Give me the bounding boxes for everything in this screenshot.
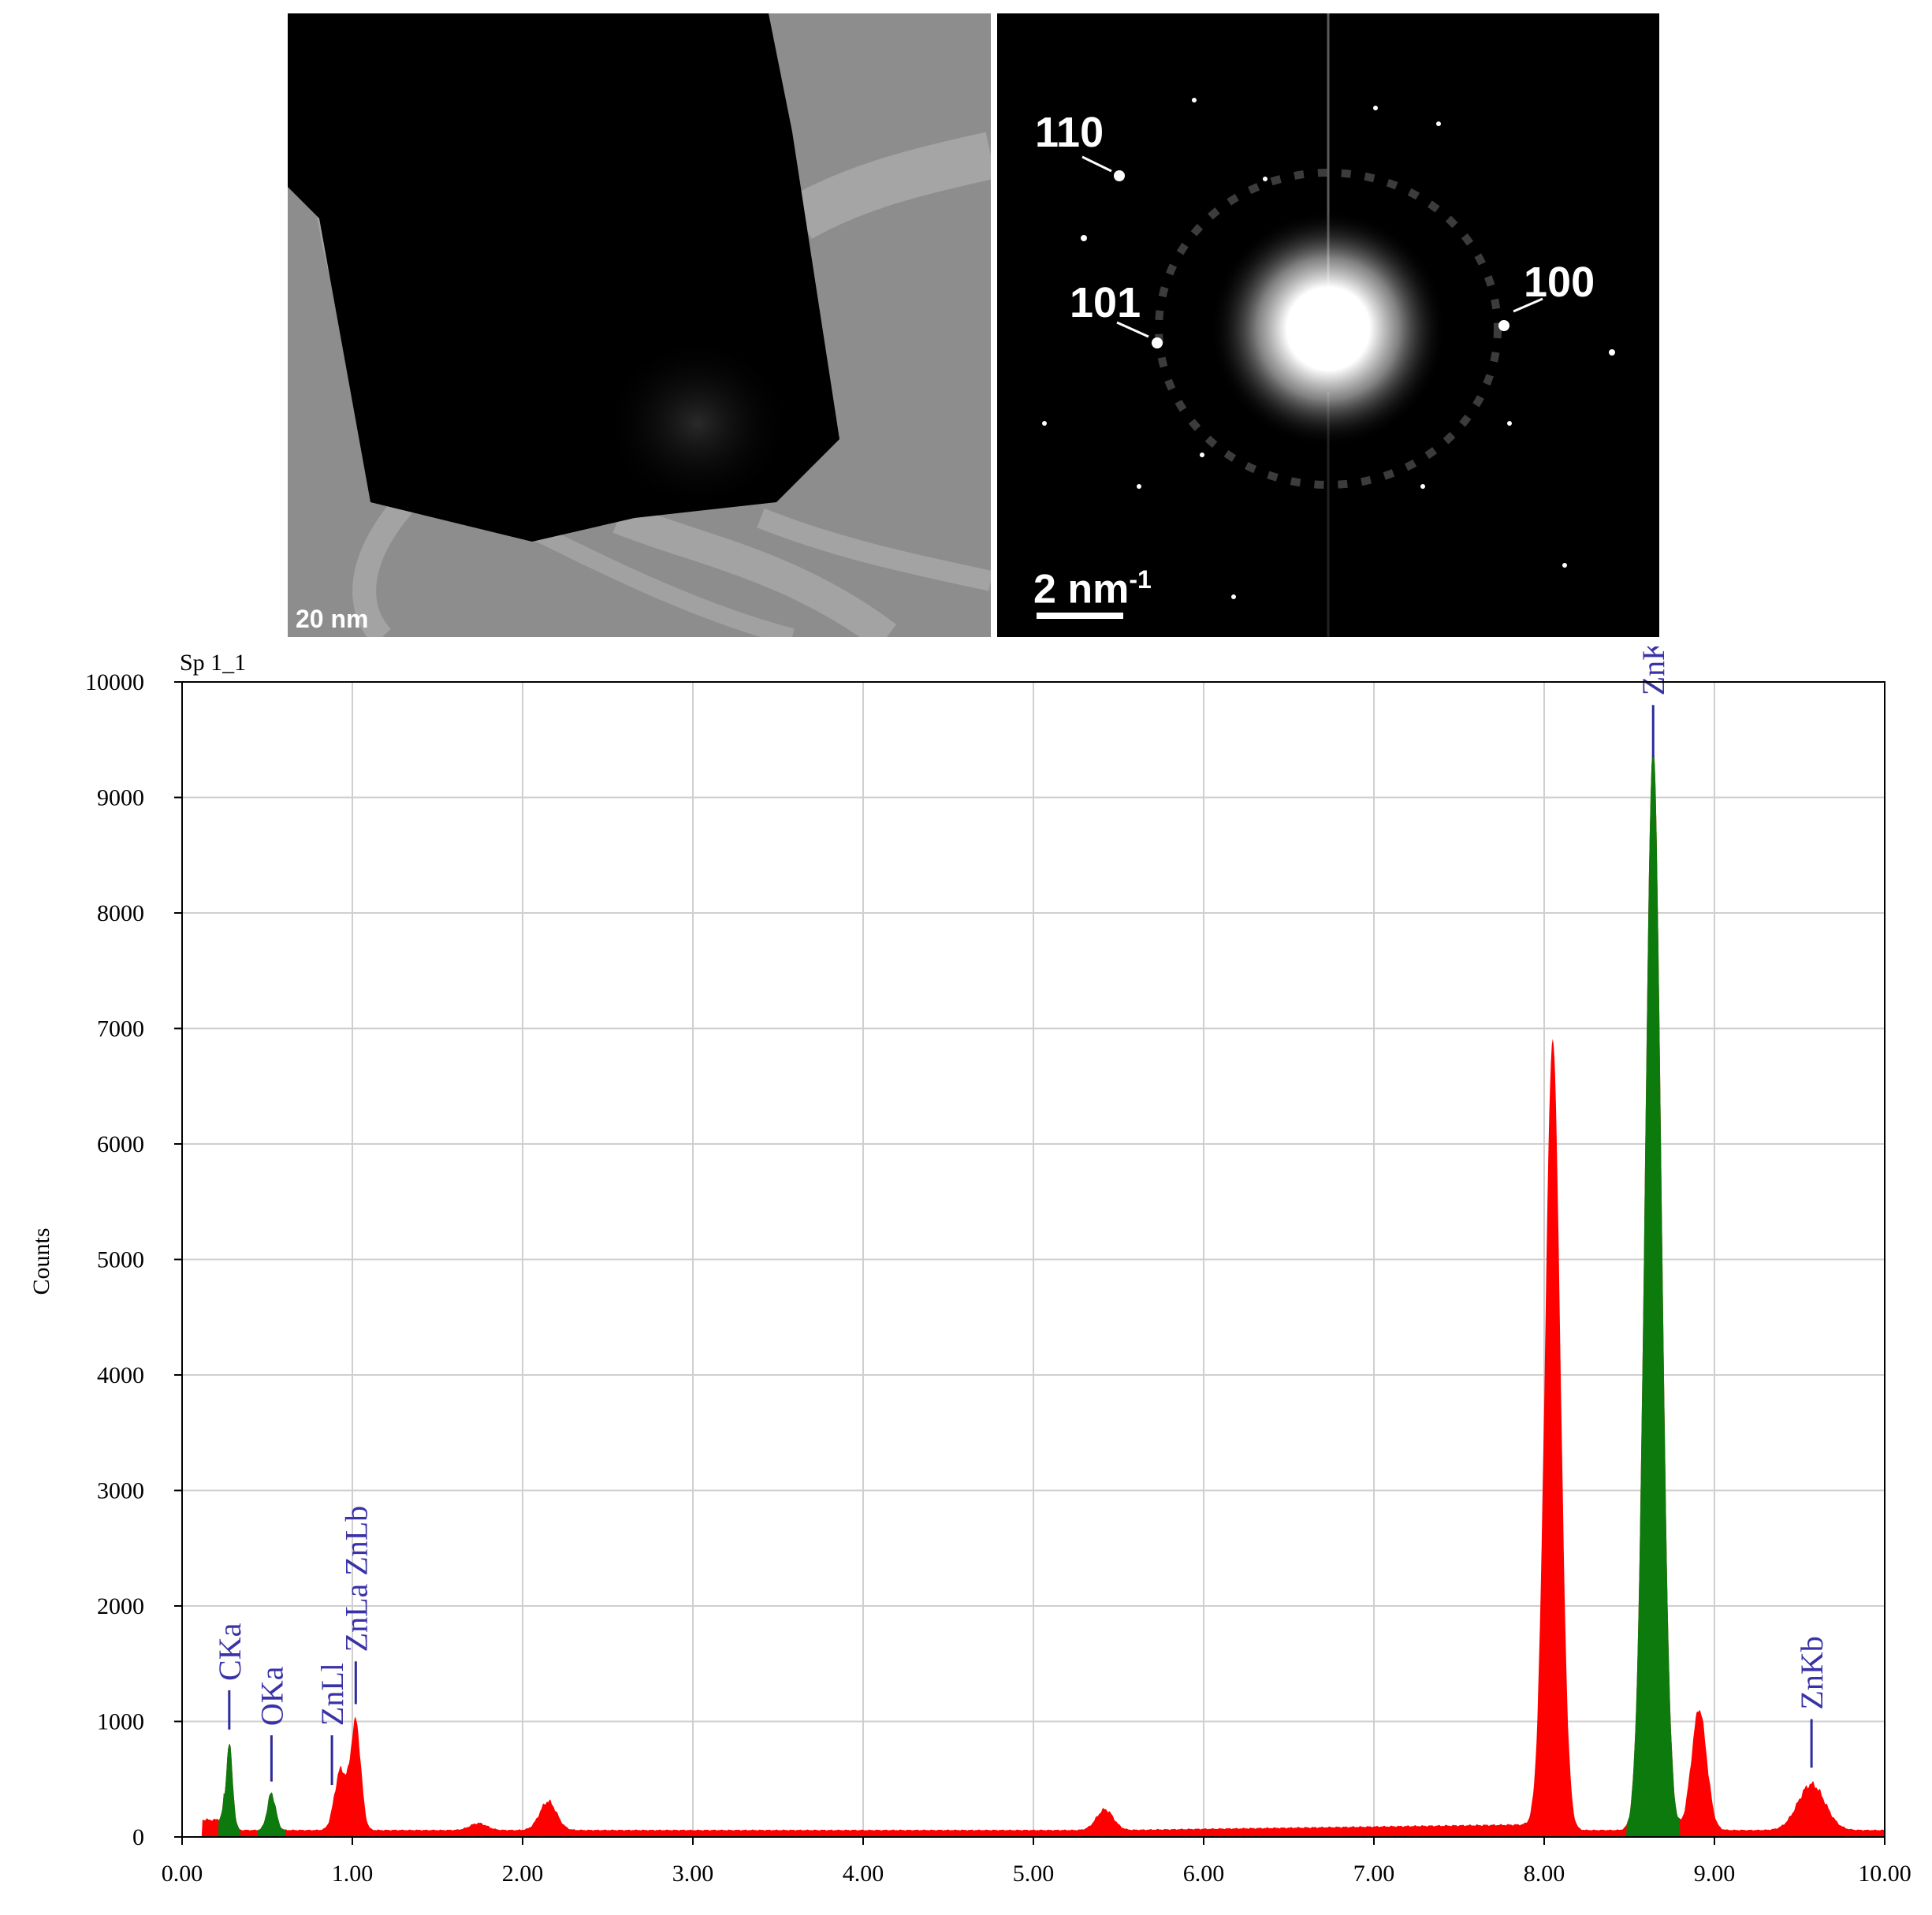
x-tick-label: 1.00 <box>332 1861 374 1887</box>
line-marker-label: ZnKa <box>1636 646 1671 695</box>
y-tick-label: 8000 <box>97 900 144 926</box>
y-tick-label: 0 <box>132 1824 144 1850</box>
x-tick-label: 0.00 <box>162 1861 203 1887</box>
line-marker-label: ZnLa ZnLb <box>338 1506 374 1652</box>
y-tick-label: 3000 <box>97 1478 144 1504</box>
line-marker-label: OKa <box>254 1666 289 1726</box>
spectrum-area-red <box>199 747 1885 1837</box>
line-marker-label: ZnKb <box>1794 1636 1830 1709</box>
tem-micrograph <box>288 13 991 637</box>
line-marker-label: ZnLl <box>315 1663 350 1726</box>
y-axis-label: Counts <box>28 1228 54 1295</box>
saed-diffraction <box>997 13 1659 637</box>
x-tick-label: 7.00 <box>1353 1861 1395 1887</box>
x-tick-label: 10.00 <box>1858 1861 1912 1887</box>
saed-scale-superscript: -1 <box>1129 565 1152 594</box>
y-tick-label: 6000 <box>97 1131 144 1157</box>
x-tick-label: 2.00 <box>502 1861 544 1887</box>
tem-image: 20 nm <box>288 13 991 637</box>
line-marker-label: CKa <box>212 1623 248 1681</box>
y-tick-label: 2000 <box>97 1593 144 1619</box>
spectrum-peak-green <box>257 1792 286 1837</box>
spot-label-110: 110 <box>1035 109 1104 156</box>
x-axis-ticks: 0.00 1.00 2.00 3.00 4.00 5.00 6.00 7.00 8.00 9.00… <box>162 1837 1912 1887</box>
y-tick-label: 4000 <box>97 1362 144 1388</box>
x-tick-label: 8.00 <box>1524 1861 1565 1887</box>
tem-scale-label: 20 nm <box>296 605 369 633</box>
y-tick-label: 1000 <box>97 1709 144 1735</box>
y-tick-label: 7000 <box>97 1016 144 1042</box>
x-tick-label: 4.00 <box>843 1861 884 1887</box>
y-axis-ticks: 0 1000 2000 3000 4000 5000 6000 7000 8000 9000 100… <box>85 669 182 1850</box>
y-tick-label: 9000 <box>97 785 144 811</box>
x-tick-label: 9.00 <box>1694 1861 1736 1887</box>
saed-scale-label: 2 nm-1 <box>1033 565 1152 613</box>
spectrum-fills <box>199 747 1885 1837</box>
grid-lines <box>182 682 1885 1837</box>
spot-label-101: 101 <box>1070 279 1141 326</box>
x-tick-label: 6.00 <box>1183 1861 1225 1887</box>
spectrum-peak-green <box>1626 747 1681 1837</box>
saed-pattern: 110 101 100 2 nm-1 <box>997 13 1659 637</box>
spectrum-label: Sp 1_1 <box>180 650 246 676</box>
x-tick-label: 3.00 <box>672 1861 714 1887</box>
spectrum-peak-green <box>218 1743 241 1837</box>
saed-scale-text: 2 nm <box>1033 566 1130 613</box>
y-tick-label: 10000 <box>85 669 144 695</box>
y-tick-label: 5000 <box>97 1247 144 1273</box>
x-tick-label: 5.00 <box>1013 1861 1055 1887</box>
spot-label-100: 100 <box>1524 259 1595 306</box>
